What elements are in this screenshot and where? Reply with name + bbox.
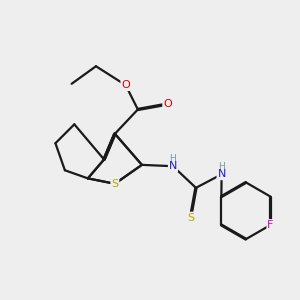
Text: S: S — [111, 179, 118, 189]
Text: N: N — [169, 161, 177, 171]
Text: N: N — [218, 169, 226, 179]
Text: F: F — [267, 220, 274, 230]
Text: O: O — [163, 99, 172, 109]
Text: H: H — [169, 154, 176, 163]
Text: S: S — [187, 213, 194, 223]
Text: O: O — [121, 80, 130, 90]
Text: H: H — [218, 162, 225, 171]
